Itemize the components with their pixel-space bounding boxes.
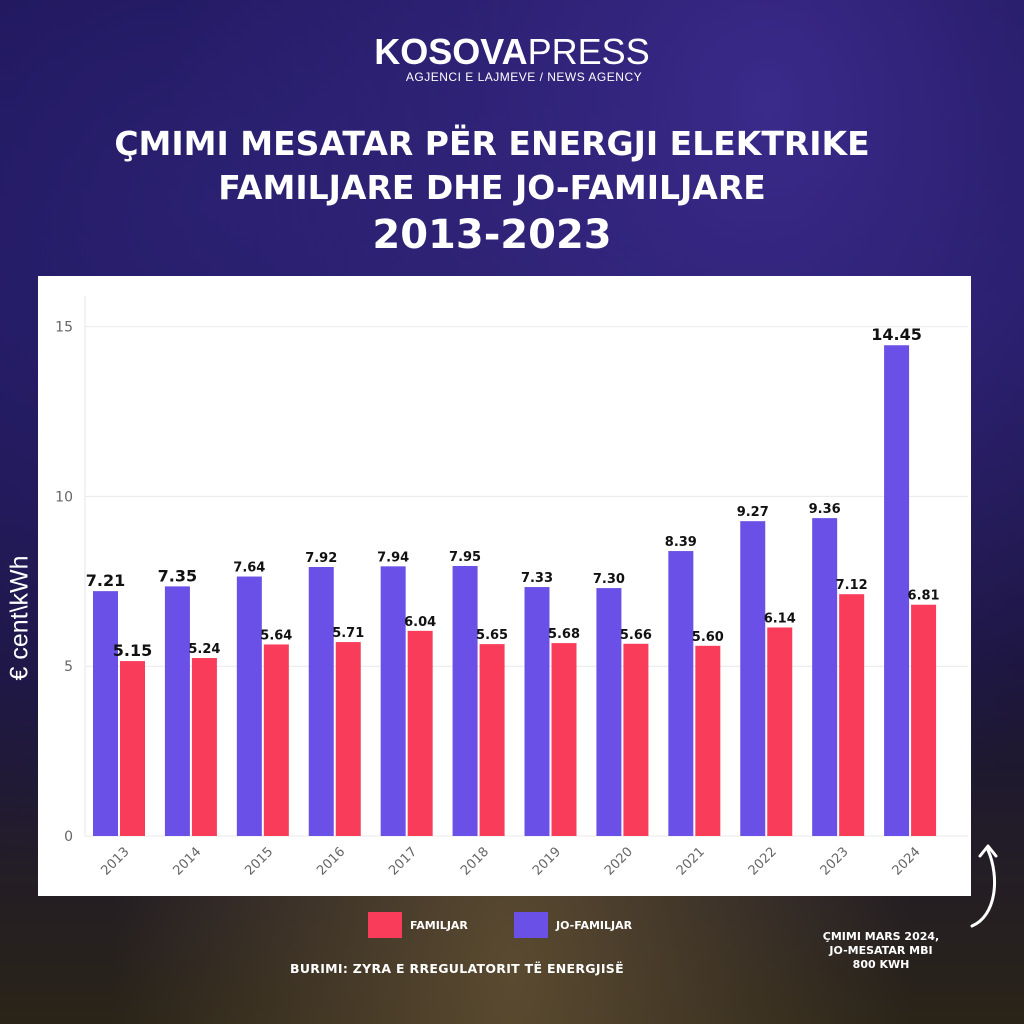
data-label: 5.71: [332, 626, 364, 641]
note-line-2: JO-MESATAR MBI: [829, 944, 933, 957]
bar-familjar: [120, 661, 145, 836]
legend-item-jo-familjar: JO-FAMILJAR: [514, 912, 632, 938]
x-tick-label: 2013: [99, 845, 133, 879]
data-label: 14.45: [871, 325, 922, 344]
curved-arrow-icon: [970, 844, 998, 928]
source-note: BURIMI: ZYRA E RREGULATORIT TË ENERGJISË: [290, 961, 624, 976]
legend-swatch-jo-familjar: [514, 912, 548, 938]
chart-title: ÇMIMI MESATAR PËR ENERGJI ELEKTRIKE FAMI…: [0, 122, 984, 210]
x-tick-label: 2015: [242, 845, 276, 879]
x-tick-label: 2022: [746, 845, 780, 879]
data-label: 7.92: [305, 551, 337, 566]
bar-jo-familjar: [93, 591, 118, 836]
data-label: 5.64: [260, 628, 292, 643]
legend-item-familjar: FAMILJAR: [368, 912, 468, 938]
data-label: 6.04: [404, 615, 436, 630]
bar-jo-familjar: [308, 567, 334, 836]
data-label: 9.36: [809, 502, 841, 517]
data-label: 5.15: [113, 641, 152, 660]
brand-tagline: AGJENCI E LAJMEVE / NEWS AGENCY: [405, 70, 643, 84]
legend-label-familjar: FAMILJAR: [410, 918, 468, 932]
y-tick-label: 10: [55, 489, 73, 505]
bar-familjar: [407, 630, 433, 836]
bar-jo-familjar: [596, 588, 622, 836]
brand-name: KOSOVAPRESS: [374, 31, 650, 72]
x-tick-label: 2023: [818, 845, 852, 879]
data-label: 7.94: [377, 550, 409, 565]
x-tick-label: 2019: [530, 845, 564, 879]
bar-chart: 0 5 10 15 7.21 5.15 2013 7.35 5.24 2014 7.64 5.64 20…: [55, 296, 968, 879]
bar-familjar: [335, 642, 361, 836]
data-label: 8.39: [665, 535, 697, 550]
x-tick-label: 2020: [602, 845, 636, 879]
x-tick-label: 2016: [314, 845, 348, 879]
data-label: 9.27: [737, 505, 769, 520]
title-line-2: FAMILJARE DHE JO-FAMILJARE: [218, 168, 766, 207]
bar-familjar: [479, 644, 505, 836]
bar-familjar: [191, 658, 217, 836]
title-years: 2013-2023: [372, 212, 612, 258]
y-axis-label-wrap: € cent\kWh: [2, 515, 38, 720]
legend-swatch-familjar: [368, 912, 402, 938]
data-label: 6.81: [908, 589, 940, 604]
bar-familjar: [839, 594, 865, 836]
x-tick-label: 2014: [170, 845, 204, 879]
bar-familjar: [695, 645, 721, 836]
brand-logo: KOSOVAPRESS AGJENCI E LAJMEVE / NEWS AGE…: [0, 31, 1024, 85]
data-label: 7.33: [521, 571, 553, 586]
price-note: ÇMIMI MARS 2024, JO-MESATAR MBI 800 KWH: [806, 930, 956, 972]
bar-jo-familjar: [668, 551, 694, 836]
data-label: 5.66: [620, 628, 652, 643]
bar-jo-familjar: [164, 586, 190, 836]
bar-jo-familjar: [236, 576, 262, 836]
x-tick-label: 2017: [386, 845, 420, 879]
data-label: 5.65: [476, 628, 508, 643]
bar-familjar: [551, 643, 577, 836]
x-tick-label: 2021: [674, 845, 708, 879]
chart-panel: 0 5 10 15 7.21 5.15 2013 7.35 5.24 2014 7.64 5.64 20…: [38, 276, 971, 896]
data-label: 5.68: [548, 627, 580, 642]
data-label: 6.14: [764, 611, 796, 626]
note-line-3: 800 KWH: [852, 958, 910, 971]
note-line-1: ÇMIMI MARS 2024,: [822, 930, 940, 943]
bar-familjar: [767, 627, 793, 836]
bar-jo-familjar: [380, 566, 406, 836]
bar-familjar: [263, 644, 289, 836]
legend-label-jo-familjar: JO-FAMILJAR: [556, 918, 633, 932]
data-label: 7.30: [593, 572, 625, 587]
bar-jo-familjar: [884, 345, 910, 836]
data-label: 5.60: [692, 630, 724, 645]
y-tick-label: 0: [64, 829, 73, 845]
x-tick-label: 2018: [458, 845, 492, 879]
y-tick-label: 15: [55, 320, 73, 336]
legend: FAMILJAR JO-FAMILJAR: [0, 912, 1024, 942]
bar-jo-familjar: [812, 518, 838, 836]
bar-familjar: [623, 643, 649, 836]
bar-familjar: [911, 604, 937, 836]
bar-jo-familjar: [524, 587, 550, 836]
data-label: 5.24: [188, 642, 220, 657]
data-label: 7.35: [158, 566, 197, 585]
y-tick-label: 5: [64, 659, 73, 675]
bar-jo-familjar: [740, 521, 766, 836]
title-line-1: ÇMIMI MESATAR PËR ENERGJI ELEKTRIKE: [114, 124, 870, 163]
data-label: 7.21: [86, 571, 125, 590]
bar-jo-familjar: [452, 566, 478, 836]
data-label: 7.95: [449, 550, 481, 565]
data-label: 7.12: [836, 578, 868, 593]
data-label: 7.64: [233, 561, 265, 576]
y-axis-label: € cent\kWh: [5, 554, 34, 681]
x-tick-label: 2024: [890, 845, 924, 879]
